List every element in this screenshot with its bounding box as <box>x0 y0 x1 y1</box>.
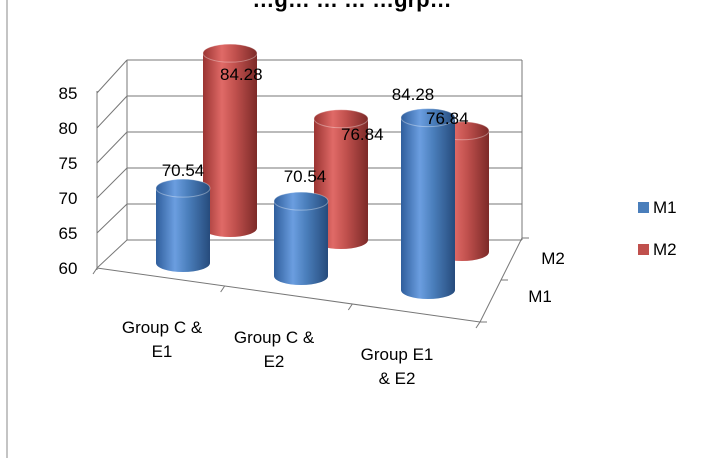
depth-label-m1: M1 <box>528 287 552 306</box>
bar-m1-1 <box>155 178 211 272</box>
data-label-m1: 84.28 <box>392 85 435 104</box>
bar-m2-1 <box>202 43 258 238</box>
side-wall-gridline <box>96 203 128 234</box>
data-label-m1: 70.54 <box>284 167 327 186</box>
bar-m1-3 <box>400 108 456 299</box>
bar-m1-2 <box>273 191 329 285</box>
y-tick-label: 80 <box>59 119 78 138</box>
x-tick <box>347 303 353 311</box>
y-tick-label: 70 <box>59 189 78 208</box>
category-label: & E2 <box>379 369 416 388</box>
bar-m2-1-body <box>203 53 257 238</box>
data-label-m2: 84.28 <box>220 65 263 84</box>
x-tick <box>220 285 226 293</box>
bar-m1-1-top <box>155 178 211 198</box>
y-tick-label: 60 <box>59 259 78 278</box>
depth-label-m2: M2 <box>541 249 565 268</box>
legend-label-m2: M2 <box>653 240 677 259</box>
legend-swatch-m2 <box>638 244 649 255</box>
bar-m1-2-top <box>273 191 329 211</box>
bar-m1-3-body <box>401 117 455 299</box>
chart-title: …g… … … …grp… <box>0 0 704 13</box>
category-label: Group E1 <box>361 345 434 364</box>
x-tick <box>475 321 481 329</box>
bar-m2-2-top <box>313 109 369 129</box>
bar-m1-2-body <box>274 201 328 285</box>
legend-swatch-m1 <box>638 202 649 213</box>
category-label: Group C & <box>234 328 315 347</box>
data-label-m1: 70.54 <box>162 161 205 180</box>
side-wall-gridline <box>96 167 128 199</box>
data-label-m2: 76.84 <box>341 125 384 144</box>
legend-label-m1: M1 <box>653 198 677 217</box>
side-wall-gridline <box>96 131 128 164</box>
data-label-m2: 76.84 <box>426 109 469 128</box>
category-label: Group C & <box>122 318 203 337</box>
y-tick-label: 85 <box>59 84 78 103</box>
side-wall-gridline <box>96 59 128 94</box>
bar-m2-1-top <box>202 43 258 63</box>
bar-m1-1-body <box>156 188 210 272</box>
x-tick <box>92 267 98 275</box>
category-label: E2 <box>264 352 285 371</box>
y-tick-label: 65 <box>59 224 78 243</box>
bar-m1-3-top <box>400 108 456 128</box>
floor-front-edge <box>96 267 481 323</box>
side-wall-gridline <box>96 239 128 269</box>
y-tick-label: 75 <box>59 154 78 173</box>
category-label: E1 <box>152 342 173 361</box>
side-wall-gridline <box>96 95 128 129</box>
